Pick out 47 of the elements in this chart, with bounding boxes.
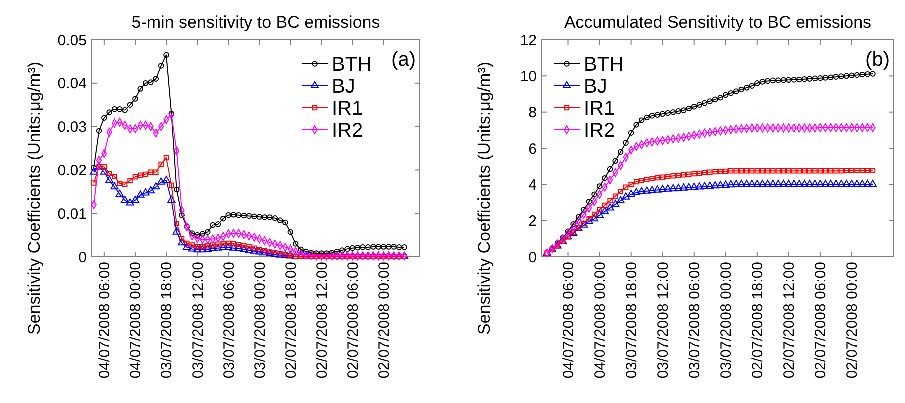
x-tick-label: 03/07/2008 12:00 [655,262,672,379]
x-tick-label: 03/07/2008 00:00 [252,262,269,379]
legend-label: BTH [332,54,372,76]
y-tick-label: 0 [528,249,537,266]
legend-label: IR1 [332,98,364,120]
annotation: (a) [392,49,416,71]
legend-label: IR2 [584,120,616,142]
y-tick-label: 0 [78,249,87,266]
y-axis-title: Sensitivity Coefficients (Units:μg/m³) [25,62,44,336]
x-tick-label: 03/07/2008 06:00 [686,262,704,379]
y-tick-label: 0.05 [58,32,87,50]
x-tick-label: 02/07/2008 18:00 [282,262,300,379]
y-tick-label: 10 [520,68,537,86]
y-tick-label: 2 [528,213,537,230]
x-tick-label: 04/07/2008 06:00 [96,262,114,379]
legend-label: BTH [584,54,624,76]
chart-title: 5-min sensitivity to BC emissions [132,13,380,32]
chart-title: Accumulated Sensitivity to BC emissions [564,13,872,32]
legend-label: BJ [332,76,356,98]
x-tick-label: 03/07/2008 06:00 [220,262,238,379]
legend-label: IR1 [584,98,616,120]
y-axis-title: Sensitivity Coefficients (Units:μg/m³) [475,62,494,336]
legend-label: BJ [584,76,608,98]
x-tick-label: 04/07/2008 00:00 [128,262,145,379]
x-tick-label: 02/07/2008 06:00 [812,262,830,379]
x-tick-label: 02/07/2008 00:00 [376,262,394,379]
y-tick-label: 12 [520,32,537,50]
y-tick-label: 0.02 [58,162,87,180]
x-tick-label: 02/07/2008 18:00 [750,262,767,379]
x-tick-label: 03/07/2008 18:00 [158,262,176,379]
x-tick-label: 04/07/2008 06:00 [560,262,578,379]
x-tick-label: 03/07/2008 18:00 [624,262,641,379]
x-tick-label: 04/07/2008 00:00 [592,262,610,379]
annotation: (b) [866,49,890,71]
x-tick-label: 02/07/2008 06:00 [344,262,362,379]
y-tick-label: 0.01 [58,206,87,223]
legend-label: IR2 [332,120,364,142]
y-tick-label: 4 [528,176,537,194]
y-tick-label: 6 [528,140,537,158]
x-tick-label: 03/07/2008 00:00 [718,262,736,379]
x-tick-label: 03/07/2008 12:00 [190,262,207,379]
x-tick-label: 02/07/2008 00:00 [844,262,862,379]
x-tick-label: 02/07/2008 12:00 [314,262,331,379]
y-tick-label: 0.04 [58,76,87,93]
y-tick-label: 0.03 [58,119,87,136]
x-tick-label: 02/07/2008 12:00 [781,262,798,379]
y-tick-label: 8 [528,104,537,122]
